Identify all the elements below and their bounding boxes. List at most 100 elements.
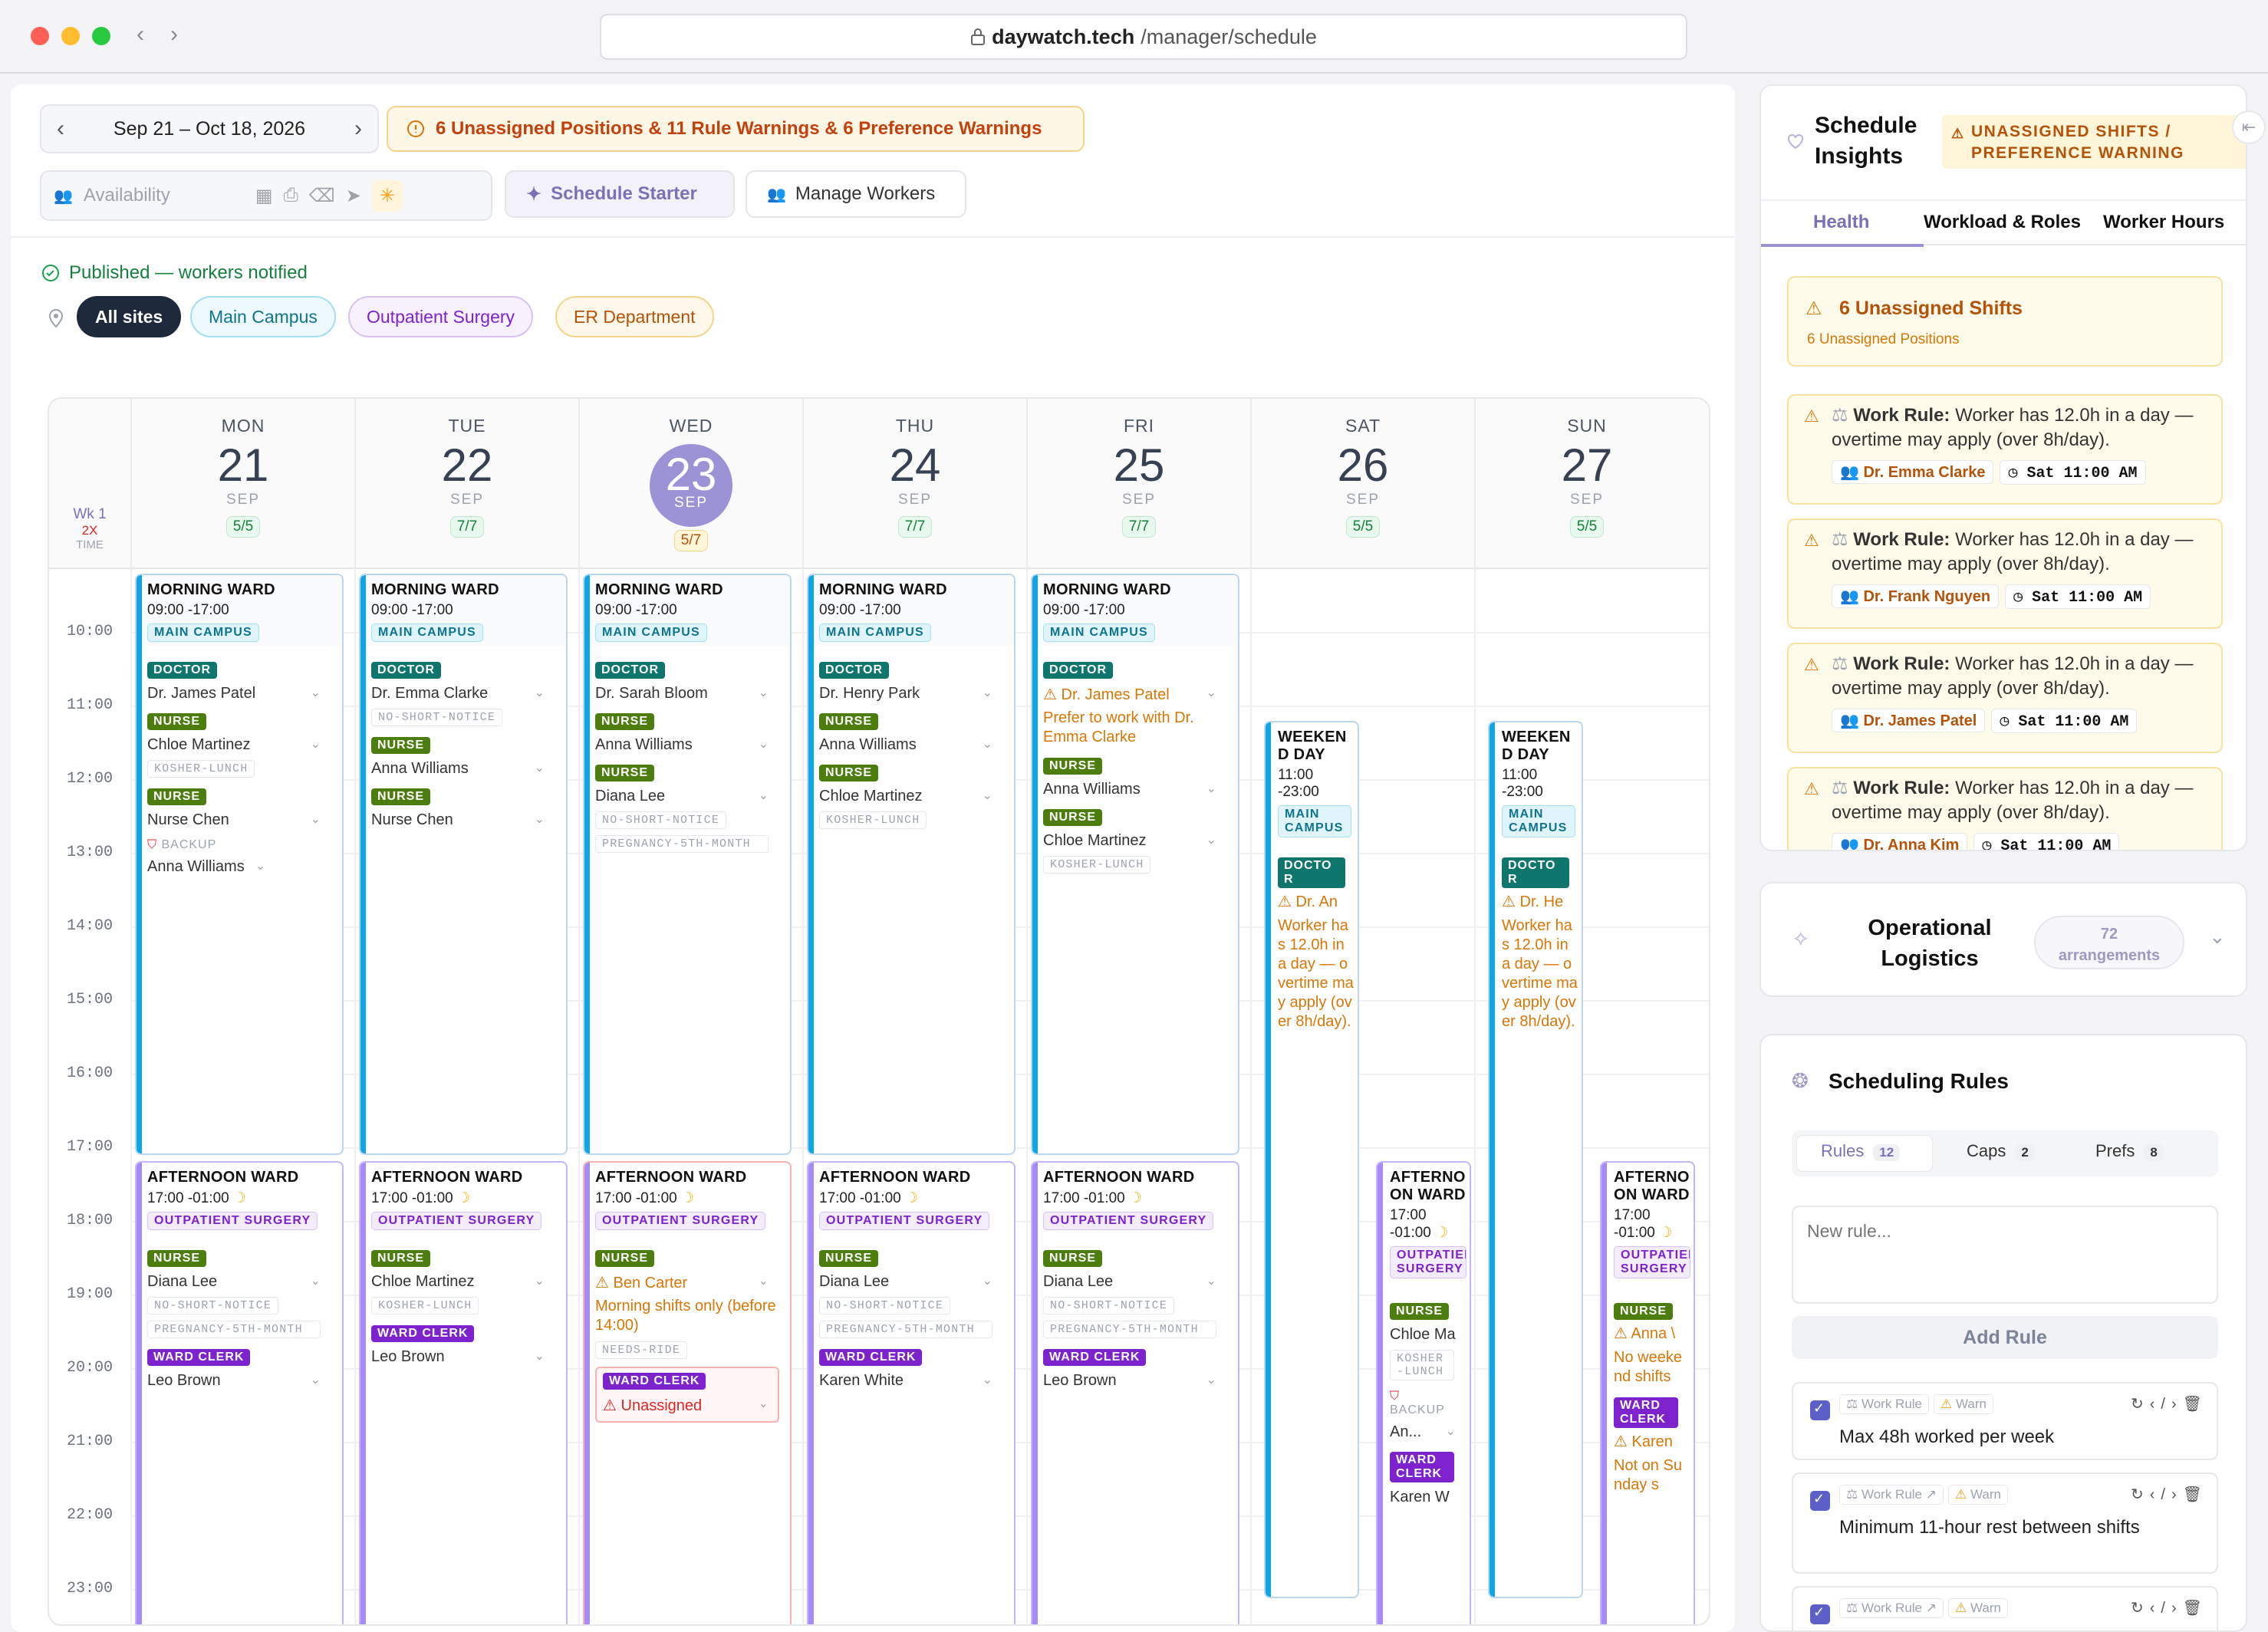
trash-icon[interactable]: 🗑 [2182, 1486, 2209, 1503]
operational-logistics-card[interactable]: ✧ Operational Logistics 72 arrangements ⌄ [1759, 882, 2247, 997]
collapse-panel-icon[interactable]: ⇤ [2232, 110, 2266, 144]
unassigned-shifts-card[interactable]: ⚠ 6 Unassigned Shifts 6 Unassigned Posit… [1787, 276, 2223, 367]
next-week-icon[interactable]: › [354, 116, 362, 141]
day-header-fri[interactable]: FRI 25 SEP 7/7 [1026, 399, 1250, 569]
worker-select[interactable]: Chloe Martinez ⌄ [1043, 832, 1227, 850]
worker-select[interactable]: Karen White ⌄ [819, 1372, 1003, 1390]
prev-week-icon[interactable]: ‹ [57, 116, 64, 141]
time-chip[interactable]: ◷ Sat 11:00 AM [1991, 709, 2138, 733]
worker-select[interactable]: Nurse Chen ⌄ [147, 811, 331, 829]
rule-item[interactable]: ✓ ⚖ Work Rule ↗ ⚠ Warn ↻‹/›🗑 Minimum 11-h… [1792, 1472, 2218, 1574]
worker-select[interactable]: Chloe Ma [1390, 1326, 1466, 1344]
tab-health[interactable]: Health [1813, 212, 1870, 232]
eraser-icon[interactable]: ⌫ [308, 185, 335, 206]
rule-item[interactable]: ✓ ⚖ Work Rule ⚠ Warn ↻‹/›🗑 Max 48h worked… [1792, 1382, 2218, 1460]
tab-worker-hours[interactable]: Worker Hours [2103, 212, 2225, 232]
time-chip[interactable]: ◷ Sat 11:00 AM [2005, 584, 2151, 609]
rule-warning-card[interactable]: ⚠ ⚖ Work Rule: Worker has 12.0h in a day… [1787, 394, 2223, 505]
worker-chip[interactable]: 👥 Dr. Anna Kim [1832, 833, 1968, 850]
worker-select[interactable]: Chloe Martinez ⌄ [147, 736, 331, 754]
day-header-tue[interactable]: TUE 22 SEP 7/7 [354, 399, 578, 569]
availability-filter[interactable]: Availability [83, 185, 170, 206]
rule-warning-card[interactable]: ⚠ ⚖ Work Rule: Worker has 12.0h in a day… [1787, 643, 2223, 753]
calendar-icon[interactable]: ▦ [255, 185, 273, 206]
shift-card-tue-afternoon[interactable]: AFTERNOON WARD 17:00 -01:00 ☽ OUTPATIENT S… [359, 1161, 568, 1624]
back-icon[interactable]: ‹ [137, 21, 144, 47]
worker-select[interactable]: Diana Lee ⌄ [819, 1273, 1003, 1291]
unassigned-slot[interactable]: WARD CLERK ⚠ Unassigned ⌄ [595, 1367, 779, 1423]
worker-select[interactable]: Chloe Martinez ⌄ [371, 1273, 555, 1291]
refresh-icon[interactable]: ↻ [2131, 1396, 2150, 1413]
shift-card-sun-weekend[interactable]: WEEKEND DAY 11:00 -23:00 MAIN CAMPUS DOCTO… [1488, 721, 1583, 1598]
shift-card-tue-morning[interactable]: MORNING WARD 09:00 -17:00 MAIN CAMPUS DOCT… [359, 574, 568, 1155]
rule-warning-card[interactable]: ⚠ ⚖ Work Rule: Worker has 12.0h in a day… [1787, 767, 2223, 850]
time-chip[interactable]: ◷ Sat 11:00 AM [1973, 833, 2120, 850]
close-window-button[interactable] [31, 27, 49, 45]
schedule-starter-button[interactable]: ✦ Schedule Starter [505, 170, 735, 218]
address-bar[interactable]: daywatch.tech /manager/schedule [600, 14, 1687, 60]
site-filter-er[interactable]: ER Department [555, 296, 714, 337]
shift-card-fri-morning[interactable]: MORNING WARD 09:00 -17:00 MAIN CAMPUS DOCT… [1031, 574, 1239, 1155]
rule-checkbox[interactable]: ✓ [1810, 1400, 1830, 1420]
site-filter-outpatient[interactable]: Outpatient Surgery [348, 296, 534, 337]
worker-select[interactable]: Anna Williams ⌄ [371, 760, 555, 778]
shift-card-mon-afternoon[interactable]: AFTERNOON WARD 17:00 -01:00 ☽ OUTPATIENT S… [135, 1161, 344, 1624]
worker-select[interactable]: An... ⌄ [1390, 1423, 1466, 1441]
minimize-window-button[interactable] [61, 27, 80, 45]
worker-select[interactable]: Diana Lee ⌄ [147, 1273, 331, 1291]
worker-select[interactable]: Dr. Emma Clarke ⌄ [371, 685, 555, 702]
trash-icon[interactable]: 🗑 [2182, 1396, 2209, 1413]
rule-item[interactable]: ✓ ⚖ Work Rule ↗ ⚠ Warn ↻‹/›🗑 [1792, 1586, 2218, 1630]
maximize-window-button[interactable] [92, 27, 110, 45]
shift-card-fri-afternoon[interactable]: AFTERNOON WARD 17:00 -01:00 ☽ OUTPATIENT S… [1031, 1161, 1239, 1624]
worker-select[interactable]: Diana Lee ⌄ [595, 788, 779, 805]
worker-select[interactable]: Leo Brown ⌄ [371, 1348, 555, 1366]
worker-select[interactable]: Dr. James Patel ⌄ [147, 685, 331, 702]
time-chip[interactable]: ◷ Sat 11:00 AM [2000, 460, 2146, 485]
worker-select[interactable]: Karen W [1390, 1489, 1466, 1506]
worker-select[interactable]: Leo Brown ⌄ [1043, 1372, 1227, 1390]
shift-card-sat-weekend[interactable]: WEEKEND DAY 11:00 -23:00 MAIN CAMPUS DOCTO… [1264, 721, 1359, 1598]
shift-card-mon-morning[interactable]: MORNING WARD 09:00 -17:00 MAIN CAMPUS DOCT… [135, 574, 344, 1155]
print-icon[interactable]: ⎙ [283, 185, 298, 206]
worker-select[interactable]: Nurse Chen ⌄ [371, 811, 555, 829]
sparkle-icon[interactable]: ✳ [371, 179, 403, 212]
new-rule-input[interactable] [1792, 1206, 2218, 1304]
date-range-picker[interactable]: ‹ Sep 21 – Oct 18, 2026 › [40, 104, 379, 153]
worker-select[interactable]: Anna Williams ⌄ [1043, 781, 1227, 798]
shift-card-wed-morning[interactable]: MORNING WARD 09:00 -17:00 MAIN CAMPUS DOCT… [583, 574, 792, 1155]
day-header-mon[interactable]: MON 21 SEP 5/5 [130, 399, 354, 569]
site-filter-all[interactable]: All sites [77, 296, 182, 337]
worker-select[interactable]: Dr. Sarah Bloom ⌄ [595, 685, 779, 702]
refresh-icon[interactable]: ↻ [2131, 1486, 2150, 1503]
worker-chip[interactable]: 👥 Dr. Emma Clarke [1832, 460, 1994, 484]
worker-select[interactable]: Anna Williams ⌄ [819, 736, 1003, 754]
chevron-down-icon[interactable]: ⌄ [2209, 925, 2226, 948]
code-icon[interactable]: ‹/› [2149, 1486, 2183, 1503]
worker-select[interactable]: Anna Williams ⌄ [147, 858, 331, 876]
refresh-icon[interactable]: ↻ [2131, 1600, 2150, 1617]
shift-card-sat-afternoon[interactable]: AFTERNOON WARD 17:00 -01:00 ☽ OUTPATIENT S… [1376, 1161, 1471, 1624]
day-header-thu[interactable]: THU 24 SEP 7/7 [802, 399, 1026, 569]
worker-select[interactable]: ⚠ Ben Carter ⌄ [595, 1273, 779, 1292]
worker-select[interactable]: Diana Lee ⌄ [1043, 1273, 1227, 1291]
code-icon[interactable]: ‹/› [2149, 1600, 2183, 1617]
tab-rules[interactable]: Rules 12 [1821, 1141, 1901, 1161]
worker-chip[interactable]: 👥 Dr. Frank Nguyen [1832, 584, 2000, 608]
day-header-wed[interactable]: WED 23 SEP 5/7 [578, 399, 802, 569]
add-rule-button[interactable]: Add Rule [1792, 1316, 2218, 1359]
time-zoom[interactable]: 2X [81, 523, 98, 538]
worker-select[interactable]: Chloe Martinez ⌄ [819, 788, 1003, 805]
worker-chip[interactable]: 👥 Dr. James Patel [1832, 709, 1986, 732]
site-filter-main-campus[interactable]: Main Campus [190, 296, 336, 337]
worker-select[interactable]: ⚠ Dr. James Patel ⌄ [1043, 685, 1227, 704]
send-icon[interactable]: ➤ [345, 185, 361, 206]
forward-icon[interactable]: › [170, 21, 178, 47]
rule-checkbox[interactable]: ✓ [1810, 1491, 1830, 1511]
shift-card-wed-afternoon[interactable]: AFTERNOON WARD 17:00 -01:00 ☽ OUTPATIENT S… [583, 1161, 792, 1624]
code-icon[interactable]: ‹/› [2149, 1396, 2183, 1413]
worker-select[interactable]: Leo Brown ⌄ [147, 1372, 331, 1390]
shift-card-thu-afternoon[interactable]: AFTERNOON WARD 17:00 -01:00 ☽ OUTPATIENT S… [807, 1161, 1015, 1624]
rule-checkbox[interactable]: ✓ [1810, 1604, 1830, 1624]
shift-card-sun-afternoon[interactable]: AFTERNOON WARD 17:00 -01:00 ☽ OUTPATIENT S… [1600, 1161, 1695, 1624]
